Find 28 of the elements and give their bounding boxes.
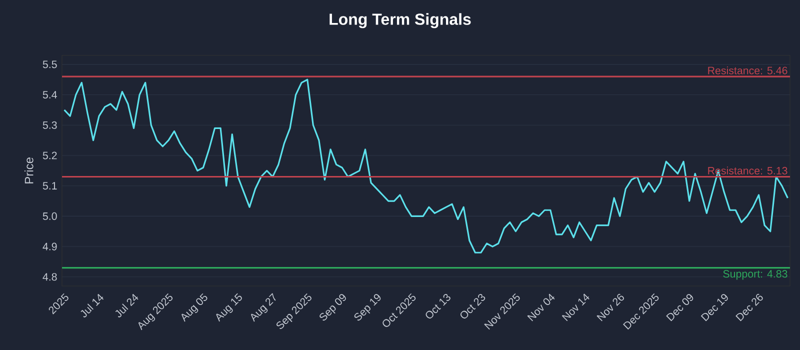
y-axis-title: Price: [24, 158, 34, 184]
x-tick-label: Aug 15: [216, 293, 242, 322]
ref-line-label: Resistance: 5.13: [708, 166, 788, 174]
x-tick-label: Oct 23: [460, 294, 486, 318]
chart-title: Long Term Signals: [330, 13, 471, 28]
y-tick-label: 5.0: [42, 212, 57, 220]
x-tick-label: Nov 04: [527, 294, 555, 322]
y-tick-label: 4.9: [42, 242, 57, 250]
x-tick-label: Dec 26: [736, 294, 763, 322]
y-tick-label: 4.8: [42, 273, 57, 281]
x-tick-label: Sep 19: [354, 294, 381, 321]
y-tick-label: 5.5: [42, 60, 57, 68]
x-tick-label: Aug 05: [182, 293, 208, 322]
x-tick-label: Sep 09: [320, 294, 346, 321]
x-tick-label: Nov 14: [562, 294, 590, 322]
x-tick-label: Dec 09: [666, 294, 694, 322]
ref-line-label: Support: 4.83: [723, 270, 788, 280]
ref-line-label: Resistance: 5.46: [708, 66, 788, 74]
x-tick-label: Oct 13: [426, 294, 450, 318]
x-tick-label: Dec 19: [700, 294, 728, 322]
y-tick-label: 5.3: [42, 121, 57, 129]
y-tick-label: 5.2: [42, 152, 57, 160]
x-tick-label: Jul 14: [80, 294, 104, 318]
y-tick-label: 5.1: [42, 182, 57, 190]
x-tick-label: Nov 26: [596, 294, 624, 322]
y-tick-label: 5.4: [42, 91, 57, 99]
x-tick-label: Aug 27: [250, 293, 276, 322]
x-tick-label: Jul 24: [115, 294, 138, 318]
